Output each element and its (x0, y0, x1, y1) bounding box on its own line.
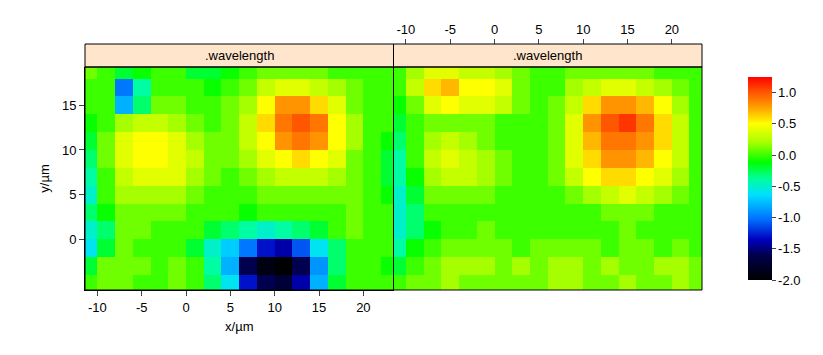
svg-text:5: 5 (535, 22, 542, 37)
svg-text:10: 10 (267, 300, 281, 315)
svg-text:.wavelength: .wavelength (205, 48, 274, 63)
svg-text:20: 20 (665, 22, 679, 37)
svg-text:5: 5 (69, 187, 76, 202)
svg-text:-10: -10 (397, 22, 416, 37)
svg-text:15: 15 (62, 98, 76, 113)
svg-text:0: 0 (182, 300, 189, 315)
svg-text:-5: -5 (136, 300, 148, 315)
svg-text:10: 10 (62, 143, 76, 158)
svg-text:-1.0: -1.0 (778, 210, 800, 225)
svg-text:-2.0: -2.0 (778, 273, 800, 288)
svg-text:-10: -10 (88, 300, 107, 315)
svg-text:15: 15 (312, 300, 326, 315)
svg-text:-1.5: -1.5 (778, 241, 800, 256)
svg-text:-5: -5 (444, 22, 456, 37)
svg-text:.wavelength: .wavelength (513, 48, 582, 63)
svg-text:x/µm: x/µm (225, 319, 253, 334)
svg-text:20: 20 (356, 300, 370, 315)
svg-text:5: 5 (227, 300, 234, 315)
svg-text:-0.5: -0.5 (778, 179, 800, 194)
svg-text:1.0: 1.0 (778, 85, 796, 100)
svg-text:0: 0 (69, 232, 76, 247)
svg-text:15: 15 (620, 22, 634, 37)
svg-text:y/µm: y/µm (37, 164, 52, 192)
svg-text:0.5: 0.5 (778, 116, 796, 131)
svg-text:10: 10 (576, 22, 590, 37)
svg-text:0: 0 (491, 22, 498, 37)
svg-text:0.0: 0.0 (778, 148, 796, 163)
